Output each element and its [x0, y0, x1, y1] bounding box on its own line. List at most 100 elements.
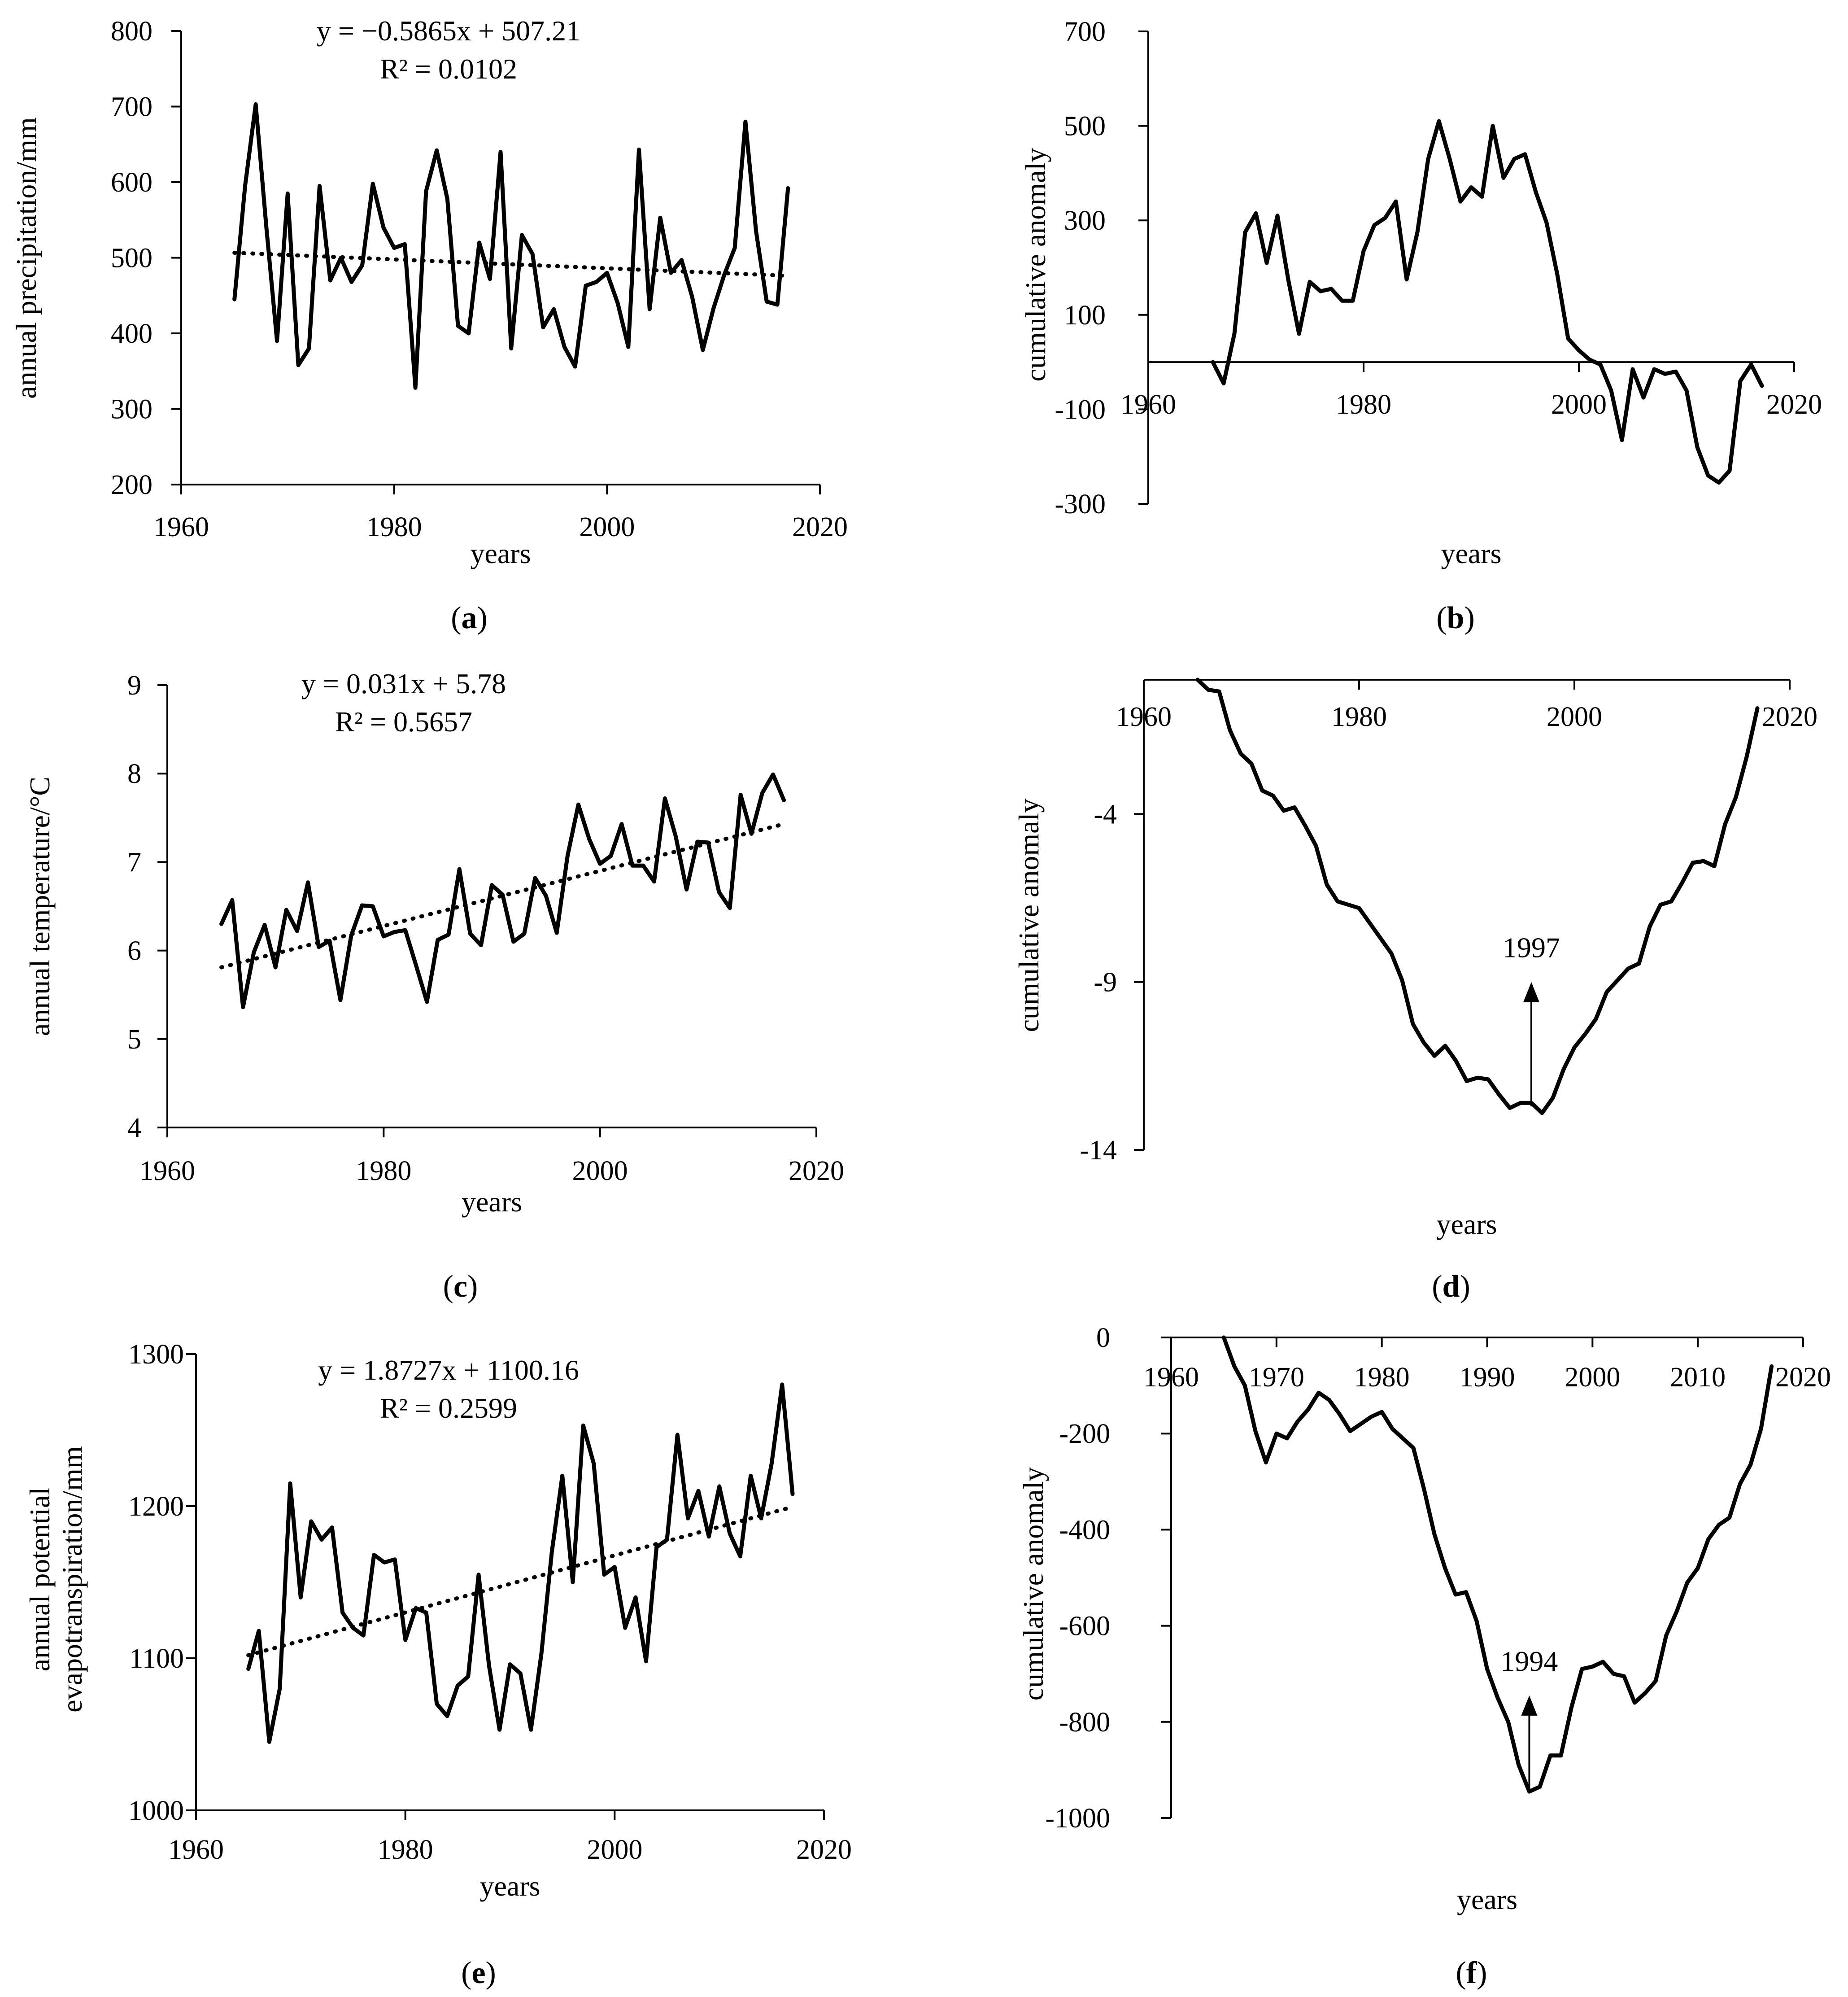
panel-label-paren: ): [1464, 601, 1474, 635]
x-tick-label: 1980: [1336, 389, 1391, 420]
y-tick-label: 1000: [128, 1796, 184, 1826]
r-squared-label: R² = 0.0102: [380, 53, 517, 85]
x-tick-label: 2020: [1762, 702, 1817, 732]
x-tick-label: 2020: [1766, 389, 1822, 420]
y-tick-label: 500: [111, 243, 153, 274]
x-tick-label: 2020: [796, 1835, 852, 1865]
trend-line: [219, 822, 786, 970]
annotation-label: 1994: [1500, 1645, 1558, 1677]
x-tick-label: 2000: [572, 1156, 628, 1186]
r-squared-label: R² = 0.2599: [380, 1392, 517, 1424]
trend-equation: y = 1.8727x + 1100.16: [318, 1354, 579, 1386]
panel-label-paren: ): [1460, 1269, 1470, 1304]
x-tick-label: 1980: [356, 1156, 411, 1186]
trend-equation: y = 0.031x + 5.78: [301, 668, 506, 699]
panel-label-paren: (: [451, 601, 461, 635]
panel-label: (f): [1456, 1956, 1487, 1990]
y-tick-label: 0: [1096, 1323, 1110, 1353]
y-tick-label: 1200: [128, 1491, 184, 1522]
panel-label-paren: ): [1477, 1956, 1487, 1990]
panel-label-paren: (: [1432, 1269, 1442, 1304]
y-tick-label: 7: [127, 847, 141, 878]
y-tick-label: 8: [127, 759, 141, 789]
y-axis-label: cumulative anomaly: [1017, 1467, 1049, 1701]
panel-label: (e): [461, 1956, 496, 1990]
series-line: [219, 772, 786, 1009]
x-tick-label: 2000: [1547, 702, 1602, 732]
chart-a: 200 300 400 500 600 700 800 1960 1980 2000 2020 yea…: [10, 15, 848, 635]
chart-f: -1000 -800 -600 -400 -200 0 1960 1970 1980 1990 20…: [1017, 1323, 1831, 1990]
y-tick-label: 400: [111, 319, 153, 349]
x-tick-label: 1960: [153, 512, 209, 542]
panel-label: (a): [451, 601, 488, 635]
series-line: [1195, 677, 1760, 1115]
y-axis-label-line: evapotranspiration/mm: [56, 1446, 88, 1713]
series-line: [1211, 119, 1764, 485]
panel-label-paren: ): [486, 1956, 496, 1990]
x-tick-label: 1980: [1354, 1362, 1410, 1393]
chart-b: -300 -100 100 300 500 700 1960 1980 2000 2020 year…: [1020, 17, 1822, 635]
x-axis-label: years: [1436, 1208, 1497, 1240]
trend-line: [232, 250, 790, 278]
trend-equation: y = −0.5865x + 507.21: [317, 15, 580, 47]
x-tick-label: 1960: [168, 1835, 224, 1865]
panel-label-letter: b: [1447, 601, 1464, 635]
r-squared-label: R² = 0.5657: [335, 706, 472, 738]
y-tick-label: -300: [1055, 489, 1106, 520]
chart-d: -14 -9 -4 1960 1980 2000 2020 years cumulative a…: [1013, 677, 1817, 1304]
x-tick-label: 1960: [1116, 702, 1172, 732]
y-tick-label: 5: [127, 1024, 141, 1055]
y-axis-label: cumulative anomaly: [1013, 799, 1045, 1032]
panel-label-paren: (: [443, 1269, 453, 1304]
y-tick-label: -600: [1059, 1611, 1110, 1642]
x-tick-label: 1960: [139, 1156, 195, 1186]
x-tick-label: 2020: [792, 512, 848, 542]
x-tick-label: 1990: [1460, 1362, 1515, 1393]
y-tick-label: -800: [1059, 1707, 1110, 1738]
chart-e: 1000 1100 1200 1300 1960 1980 2000 2020 years ann…: [24, 1339, 852, 1990]
annotation-label: 1997: [1503, 932, 1560, 964]
panel-label-letter: f: [1466, 1956, 1477, 1990]
y-tick-label: 300: [111, 394, 153, 425]
y-tick-label: 1300: [128, 1339, 184, 1370]
y-tick-label: 600: [111, 167, 153, 198]
y-tick-label: -14: [1080, 1135, 1117, 1166]
x-tick-label: 1980: [366, 512, 422, 542]
y-tick-label: -1000: [1045, 1803, 1110, 1834]
y-axis-label: annual precipitation/mm: [10, 117, 42, 398]
x-tick-label: 2000: [1551, 389, 1607, 420]
x-tick-label: 2000: [1565, 1362, 1620, 1393]
y-tick-label: -9: [1094, 967, 1117, 998]
y-tick-label: 9: [127, 670, 141, 701]
x-axis-label: years: [1441, 537, 1501, 569]
y-tick-label: 4: [127, 1113, 141, 1143]
y-tick-label: 700: [111, 92, 153, 122]
y-tick-label: 800: [111, 16, 153, 47]
annotation-arrow-head: [1521, 1695, 1538, 1716]
x-tick-label: 1980: [378, 1835, 433, 1865]
panel-label-paren: (: [1456, 1956, 1466, 1990]
panel-label-letter: a: [462, 601, 477, 635]
panel-label-paren: (: [461, 1956, 471, 1990]
annotation-arrow-head: [1523, 982, 1539, 1002]
x-tick-label: 1960: [1120, 389, 1176, 420]
panel-label-paren: ): [467, 1269, 478, 1304]
x-tick-label: 2000: [587, 1835, 642, 1865]
x-tick-label: 1980: [1331, 702, 1387, 732]
y-tick-label: 100: [1064, 300, 1106, 331]
panel-label-letter: c: [453, 1269, 467, 1304]
chart-c: 4 5 6 7 8 9 1960 1980 2000 2020 years annual temper…: [24, 668, 844, 1304]
x-tick-label: 1960: [1143, 1362, 1199, 1393]
x-tick-label: 1970: [1249, 1362, 1304, 1393]
y-axis-label: annual potentialevapotranspiration/mm: [24, 1446, 88, 1713]
y-axis-label-line: annual potential: [24, 1487, 56, 1672]
y-tick-label: -4: [1094, 799, 1117, 830]
x-axis-label: years: [479, 1870, 540, 1902]
series-line: [246, 1382, 795, 1744]
y-tick-label: -400: [1059, 1515, 1110, 1545]
x-tick-label: 2010: [1670, 1362, 1726, 1393]
x-tick-label: 2000: [579, 512, 635, 542]
panel-label-letter: d: [1443, 1269, 1460, 1304]
y-tick-label: -100: [1055, 394, 1106, 425]
y-tick-label: 300: [1064, 205, 1106, 236]
